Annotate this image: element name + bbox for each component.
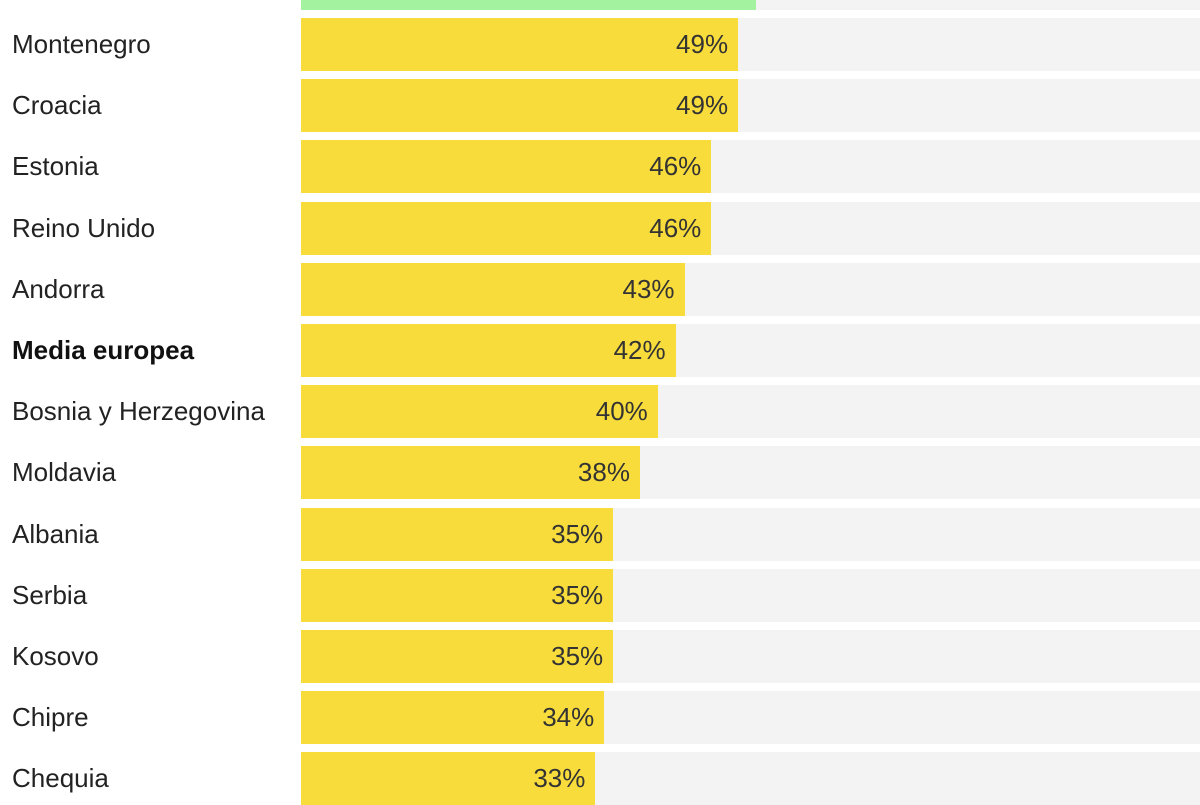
bar-row: Montenegro 49% [0,18,1200,71]
category-label: Andorra [12,273,105,304]
bar [301,568,614,622]
bar [301,262,685,316]
bar-row: Andorra 43% [0,262,1200,316]
value-label: 34% [542,702,595,733]
bar [301,446,640,500]
category-label: Estonia [12,151,99,182]
bar [301,140,712,194]
bar [301,385,658,439]
category-label: Croacia [12,90,102,121]
category-label: Moldavia [12,457,117,488]
bar-row: Reino Unido 46% [0,201,1200,255]
bar [301,201,712,255]
bar-row: Media europea 42% [0,324,1200,377]
partial-top-bar [301,0,756,10]
bar-row: Chipre 34% [0,691,1200,745]
value-label: 46% [649,151,702,182]
bar [301,324,676,377]
bar-row: Chequia 33% [0,752,1200,805]
bar-row: Moldavia 38% [0,446,1200,500]
bar-row: Croacia 49% [0,79,1200,133]
category-label: Kosovo [12,641,99,671]
value-label: 49% [676,29,729,59]
value-label: 33% [533,763,586,794]
category-label: Bosnia y Herzegovina [12,396,265,427]
bar [301,79,739,133]
value-label: 49% [676,90,729,121]
value-label: 38% [577,457,630,488]
bar [301,507,614,561]
partial-top-row [0,0,1200,10]
bar [301,18,739,71]
category-label: Serbia [12,579,88,610]
value-label: 35% [551,579,604,610]
value-label: 46% [649,212,702,243]
bar [301,752,596,805]
bar-row: Estonia 46% [0,140,1200,194]
category-label: Chipre [12,702,89,733]
bar-row: Albania 35% [0,507,1200,561]
value-label: 43% [622,273,675,304]
category-label: Albania [12,518,99,549]
bar [301,630,614,683]
category-label: Reino Unido [12,212,156,243]
value-label: 42% [613,335,666,365]
category-label: Media europea [12,335,195,365]
bar-row: Serbia 35% [0,568,1200,622]
value-label: 35% [551,641,604,671]
bar-row: Bosnia y Herzegovina 40% [0,385,1200,439]
bar-row: Kosovo 35% [0,630,1200,683]
bar [301,691,605,745]
value-label: 40% [595,396,648,427]
category-label: Montenegro [12,29,151,59]
category-label: Chequia [12,763,109,794]
value-label: 35% [551,518,604,549]
